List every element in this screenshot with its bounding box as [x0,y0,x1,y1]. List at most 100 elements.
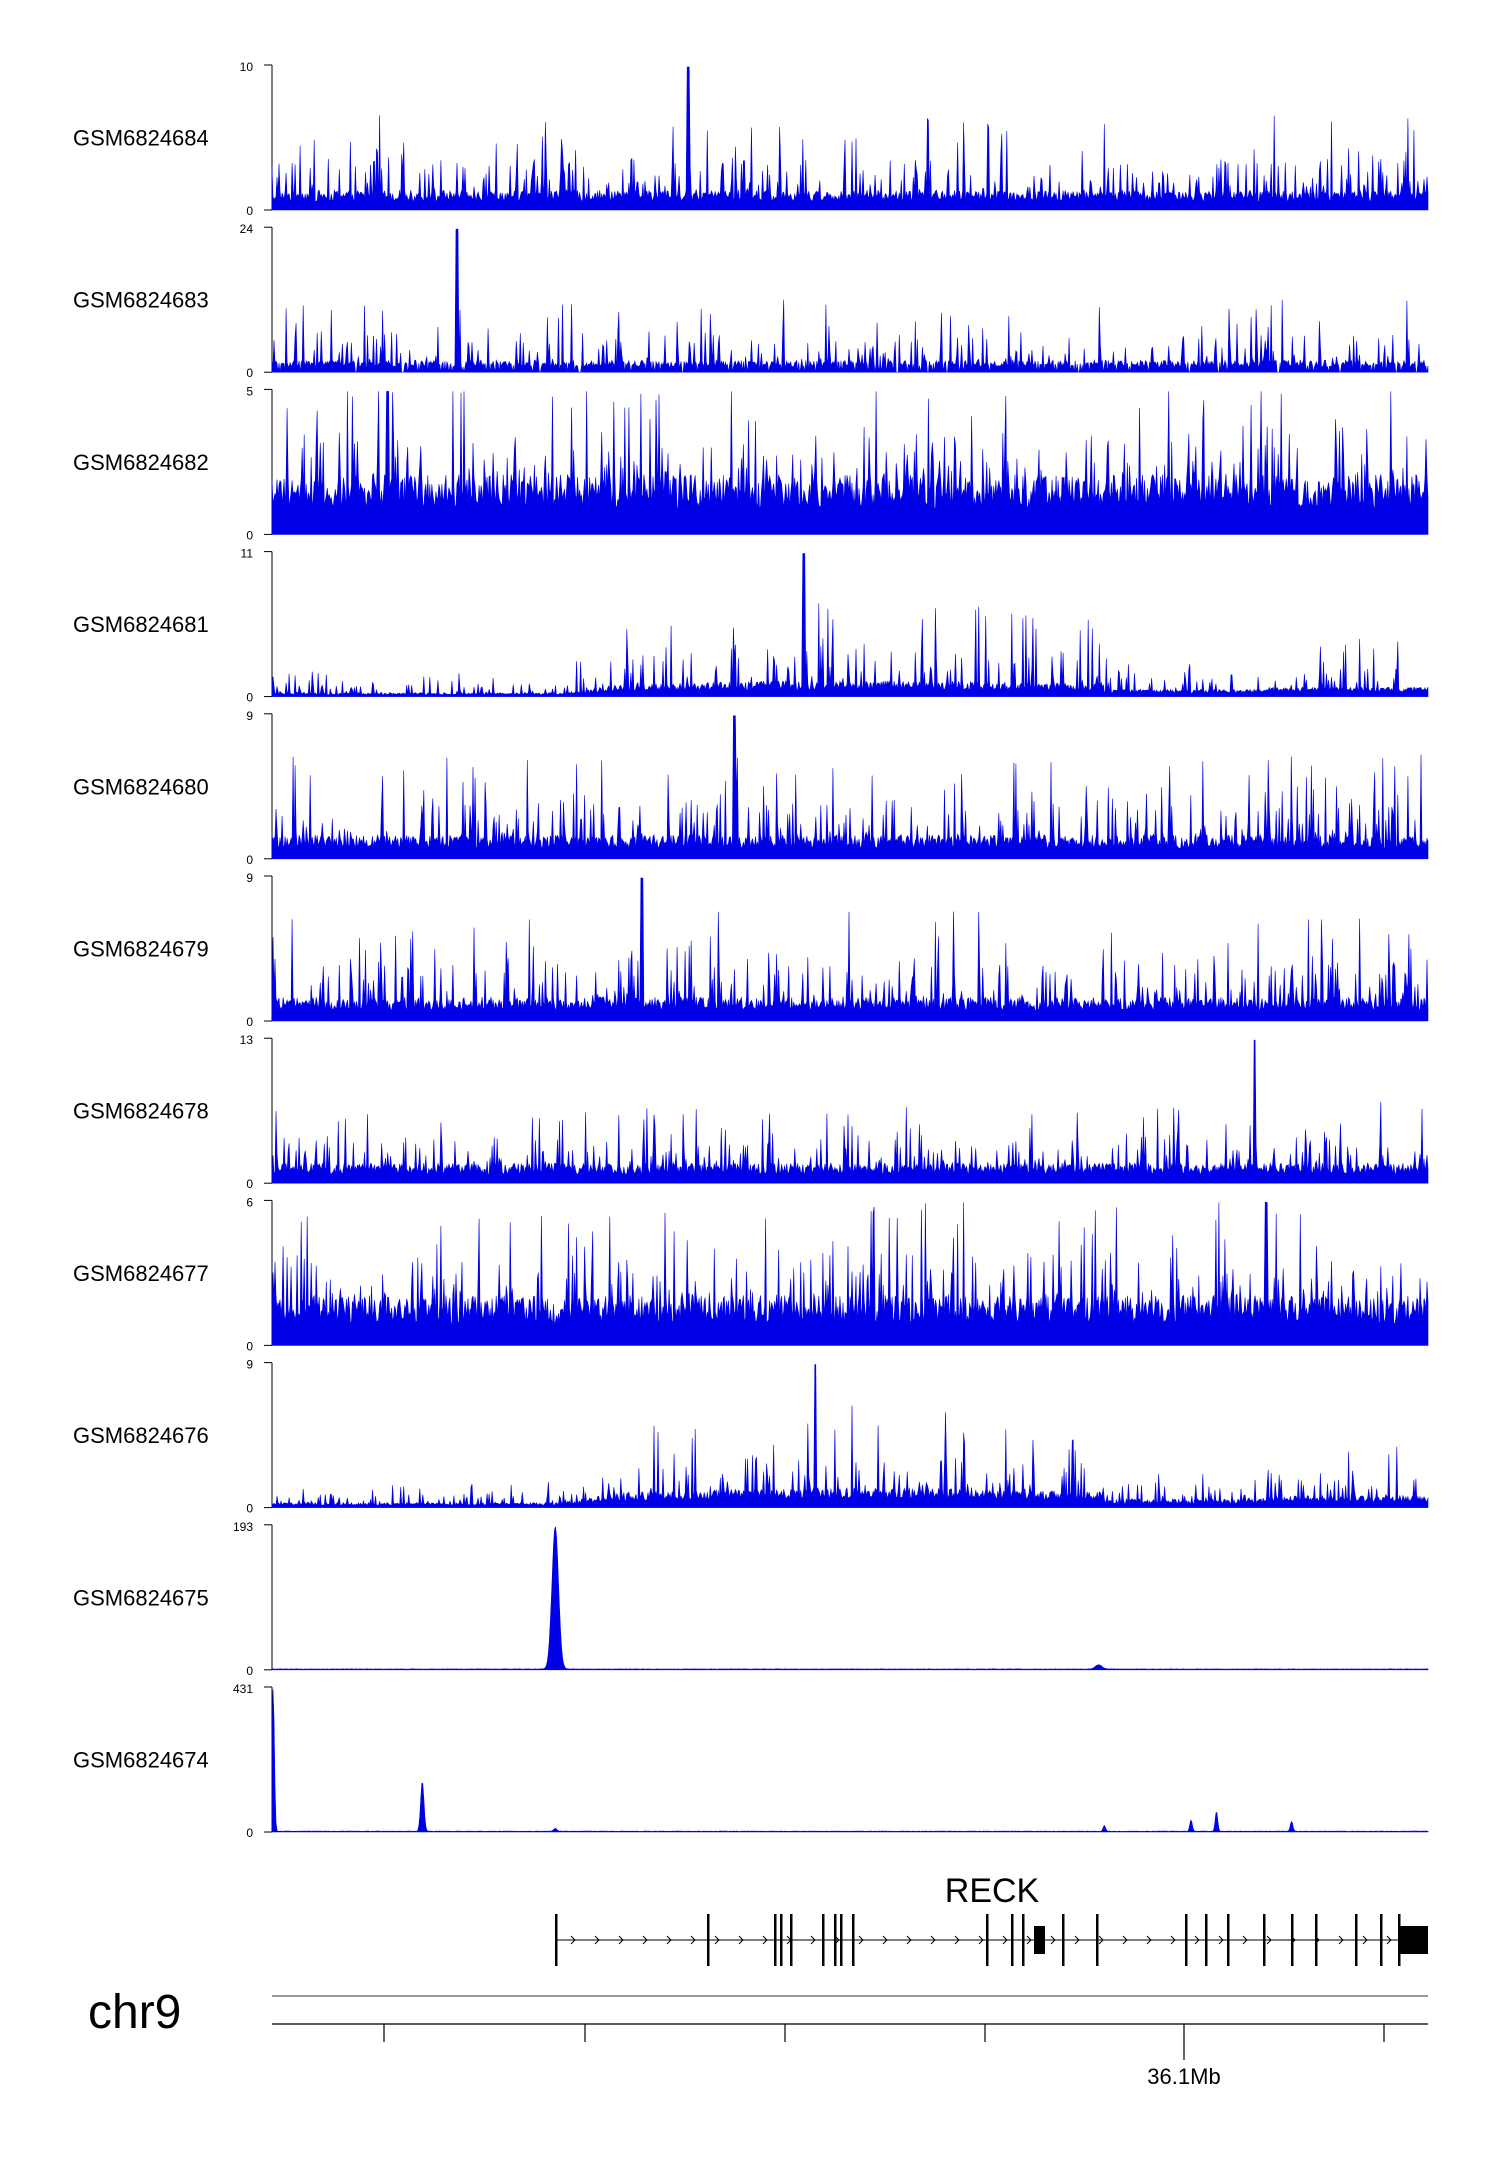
strand-arrow [762,1935,768,1945]
track-GSM6824681: GSM6824681 11 0 [73,547,1429,705]
track-ymax-label: 193 [233,1520,253,1534]
track-ymin-label: 0 [246,853,253,867]
gene-exon-18 [1263,1914,1266,1966]
track-label: GSM6824674 [73,1748,209,1773]
track-ymax-label: 24 [240,222,254,236]
gene-exon-10 [986,1914,989,1966]
strand-arrow [1122,1935,1128,1945]
gene-utr-block-end [1398,1926,1428,1954]
track-label: GSM6824682 [73,450,209,475]
track-label: GSM6824675 [73,1585,209,1610]
tracks-layer: GSM6824684100GSM6824683240GSM682468250GS… [73,60,1429,1840]
coverage-area [271,1202,1429,1346]
track-ymax-label: 6 [246,1195,253,1209]
track-GSM6824674: GSM6824674 431 0 [73,1682,1429,1840]
gene-exon-13 [1062,1914,1065,1966]
track-label: GSM6824678 [73,1099,209,1124]
gene-exon-8 [840,1914,843,1966]
gene-exon-19 [1291,1914,1294,1966]
gene-label: RECK [945,1872,1040,1910]
gene-exon-2 [707,1914,710,1966]
track-GSM6824680: GSM6824680 9 0 [73,709,1429,867]
strand-arrow [882,1935,888,1945]
track-label: GSM6824683 [73,288,209,313]
track-ymax-label: 5 [246,384,253,398]
gene-exon-6 [822,1914,825,1966]
track-ymax-label: 11 [241,547,254,561]
strand-arrow [858,1935,864,1945]
coverage-area [271,553,1429,697]
coverage-area [271,877,1429,1022]
track-ymin-label: 0 [246,1826,253,1840]
track-label: GSM6824684 [73,126,209,151]
track-ymax-label: 13 [240,1033,254,1047]
track-ymin-label: 0 [246,1015,253,1029]
track-GSM6824682: GSM6824682 5 0 [73,384,1429,542]
track-GSM6824678: GSM6824678 13 0 [73,1033,1429,1191]
strand-arrow [1074,1935,1080,1945]
gene-exon-16 [1205,1914,1208,1966]
strand-arrow [1218,1935,1224,1945]
strand-arrow [618,1935,624,1945]
strand-arrow [906,1935,912,1945]
strand-arrow [810,1935,816,1945]
track-ymin-label: 0 [246,528,253,542]
strand-arrow [1362,1935,1368,1945]
coverage-area [271,1364,1429,1508]
strand-arrow [570,1935,576,1945]
track-ymax-label: 9 [246,1358,253,1372]
strand-arrow [1386,1935,1392,1945]
strand-arrow [1146,1935,1152,1945]
coverage-area [271,391,1429,535]
track-ymin-label: 0 [246,691,253,705]
track-ymax-label: 9 [246,871,253,885]
gene-exon-extra [1398,1914,1401,1966]
track-ymax-label: 10 [240,60,254,74]
gene-annotation-layer: RECK [555,1872,1428,1966]
track-GSM6824675: GSM6824675 193 0 [73,1520,1429,1678]
gene-exon-3 [774,1914,777,1966]
track-ymin-label: 0 [246,366,253,380]
strand-arrow [690,1935,696,1945]
gene-exon-20 [1315,1914,1318,1966]
strand-arrow [978,1935,984,1945]
strand-arrow [1002,1935,1008,1945]
track-ymin-label: 0 [246,1502,253,1516]
track-GSM6824677: GSM6824677 6 0 [73,1195,1429,1353]
coverage-area [271,228,1429,373]
track-ymax-label: 9 [246,709,253,723]
track-label: GSM6824677 [73,1261,209,1286]
gene-utr-block [1034,1926,1045,1954]
coverage-area [271,1039,1429,1184]
strand-arrow [1098,1935,1104,1945]
gene-exon-14 [1096,1914,1099,1966]
gene-exon-4 [780,1914,783,1966]
strand-arrow [1242,1935,1248,1945]
x-axis-tick-label: 36.1Mb [1147,2064,1220,2089]
gene-exon-9 [852,1914,855,1966]
track-ymin-label: 0 [246,204,253,218]
gene-exon-extra [1380,1914,1383,1966]
strand-arrow [1194,1935,1200,1945]
track-label: GSM6824676 [73,1423,209,1448]
coverage-area [271,1526,1429,1671]
coverage-area [271,1689,1429,1833]
strand-arrow [594,1935,600,1945]
gene-exon-21 [1355,1914,1358,1966]
gene-exon-7 [834,1914,837,1966]
strand-arrow [954,1935,960,1945]
coverage-area [271,66,1429,211]
gene-exon-1 [555,1914,558,1966]
track-label: GSM6824680 [73,774,209,799]
track-GSM6824679: GSM6824679 9 0 [73,871,1429,1029]
track-ymin-label: 0 [246,1339,253,1353]
strand-arrow [930,1935,936,1945]
gene-exon-5 [790,1914,793,1966]
strand-arrow [1266,1935,1272,1945]
track-ymax-label: 431 [233,1682,253,1696]
strand-arrow [1050,1935,1056,1945]
strand-arrow [1338,1935,1344,1945]
strand-arrow [1026,1935,1032,1945]
